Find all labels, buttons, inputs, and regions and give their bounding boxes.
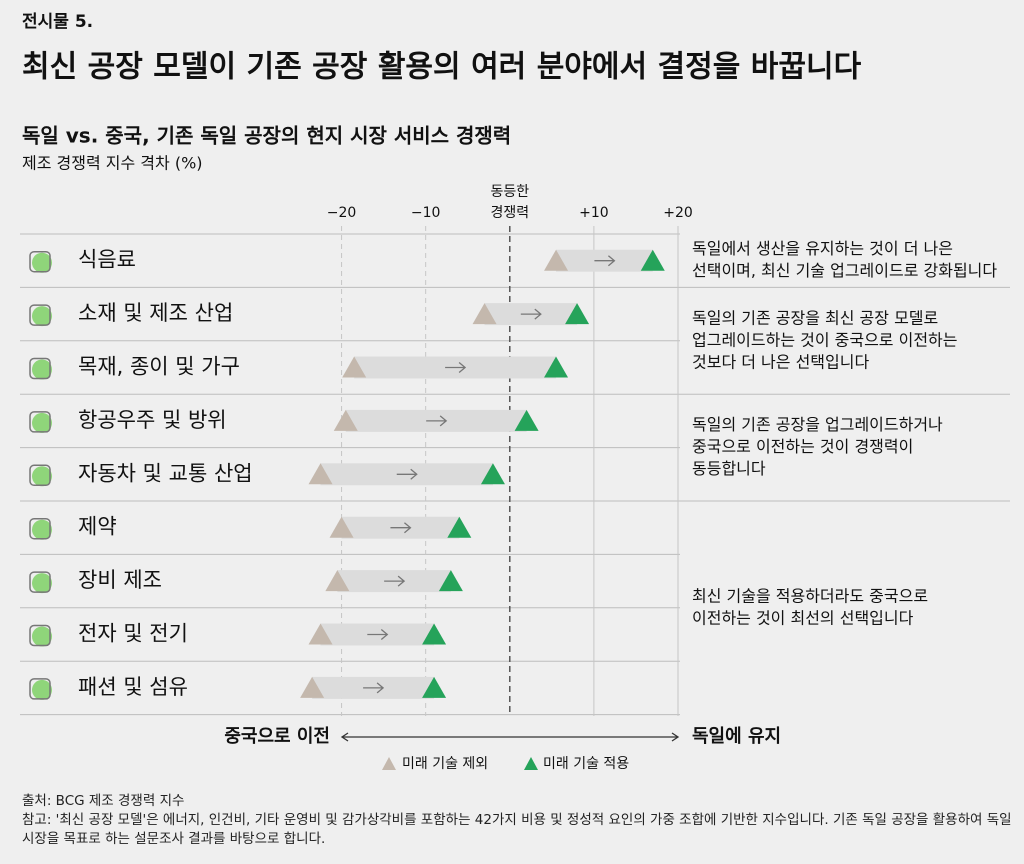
- category-label: 전자 및 전기: [78, 622, 188, 646]
- category-label: 식음료: [78, 248, 136, 272]
- category-label: 소재 및 제조 산업: [78, 301, 233, 325]
- legend-label: 미래 기술 적용: [543, 756, 629, 772]
- category-label: 항공우주 및 방위: [78, 408, 227, 432]
- direction-axis: [340, 732, 680, 742]
- x-tick-label: −10: [411, 205, 441, 221]
- x-tick-label: +20: [663, 205, 693, 221]
- annotation: 중국으로 이전하는 것이 경쟁력이: [692, 437, 913, 456]
- axis-title: 제조 경쟁력 지수 격차 (%): [22, 154, 203, 173]
- annotation: 이전하는 것이 최선의 선택입니다: [692, 608, 914, 627]
- direction-arrow: [367, 629, 389, 640]
- category-icon: [29, 357, 51, 380]
- category-icon: [32, 519, 52, 540]
- x-tick-label: +10: [579, 205, 609, 221]
- point-with-tech: [565, 303, 590, 325]
- point-without-tech: [333, 409, 358, 431]
- legend-swatch: [524, 757, 538, 770]
- category-icon: [29, 411, 51, 433]
- reference-label: 동등한: [490, 184, 529, 200]
- direction-arrow: [520, 308, 542, 320]
- direction-arrow: [426, 415, 448, 427]
- legend-swatch: [382, 757, 396, 770]
- annotation: 최신 기술을 적용하더라도 중국으로: [692, 586, 928, 605]
- point-with-tech: [438, 570, 463, 592]
- category-icon: [32, 359, 52, 380]
- point-with-tech: [544, 356, 569, 378]
- point-with-tech: [514, 409, 539, 431]
- legend-label: 미래 기술 제외: [402, 756, 488, 772]
- chart-title: 독일 vs. 중국, 기존 독일 공장의 현지 시장 서비스 경쟁력: [22, 124, 511, 148]
- direction-left: 중국으로 이전: [224, 726, 330, 747]
- point-with-tech: [422, 623, 447, 645]
- category-icon: [29, 250, 51, 273]
- category-icon: [32, 573, 52, 594]
- point-with-tech: [640, 249, 665, 271]
- direction-arrow: [390, 522, 412, 534]
- annotation: 독일의 기존 공장을 업그레이드하거나: [692, 415, 943, 434]
- category-icon: [29, 304, 51, 326]
- source: 출처: BCG 제조 경쟁력 지수: [22, 793, 185, 809]
- category-icon: [29, 624, 51, 647]
- direction-arrow: [445, 362, 467, 373]
- category-icon: [29, 464, 51, 487]
- point-without-tech: [308, 463, 333, 485]
- direction-arrow: [594, 255, 616, 267]
- category-icon: [32, 679, 52, 700]
- category-label: 자동차 및 교통 산업: [78, 461, 253, 485]
- annotation: 동등합니다: [692, 459, 766, 478]
- annotation: 것보다 더 나은 선택입니다: [692, 352, 869, 371]
- annotation: 독일의 기존 공장을 최신 공장 모델로: [692, 308, 938, 327]
- point-without-tech: [325, 570, 350, 592]
- category-icon: [32, 306, 52, 327]
- exhibit-label: 전시물 5.: [22, 12, 93, 32]
- point-without-tech: [472, 303, 497, 325]
- point-with-tech: [422, 676, 447, 698]
- direction-arrow: [363, 682, 385, 694]
- annotation: 업그레이드하는 것이 중국으로 이전하는: [692, 330, 958, 349]
- point-without-tech: [329, 516, 354, 538]
- category-icon: [29, 517, 51, 540]
- category-label: 패션 및 섬유: [78, 675, 188, 699]
- point-without-tech: [308, 623, 333, 645]
- note: 참고: '최신 공장 모델'은 에너지, 인건비, 기타 운영비 및 감가상각비…: [22, 812, 1012, 847]
- reference-label: 경쟁력: [490, 205, 529, 221]
- category-icon: [29, 571, 51, 593]
- direction-arrow: [384, 575, 406, 587]
- x-tick-label: −20: [327, 205, 357, 221]
- point-with-tech: [447, 516, 472, 538]
- point-without-tech: [544, 249, 569, 271]
- page-title: 최신 공장 모델이 기존 공장 활용의 여러 분야에서 결정을 바꿉니다: [22, 50, 862, 85]
- category-icon: [32, 412, 52, 433]
- annotation: 독일에서 생산을 유지하는 것이 더 나은: [692, 239, 953, 258]
- category-label: 장비 제조: [78, 568, 162, 592]
- category-label: 제약: [78, 515, 117, 539]
- category-icon: [29, 678, 51, 700]
- annotation: 선택이며, 최신 기술 업그레이드로 강화됩니다: [692, 261, 997, 280]
- category-label: 목재, 종이 및 가구: [78, 355, 240, 379]
- point-without-tech: [342, 356, 367, 378]
- direction-right: 독일에 유지: [692, 726, 781, 747]
- category-icon: [32, 252, 52, 273]
- point-with-tech: [480, 463, 505, 485]
- point-without-tech: [300, 676, 325, 698]
- category-icon: [32, 626, 52, 647]
- category-icon: [32, 466, 52, 487]
- direction-arrow: [396, 468, 418, 480]
